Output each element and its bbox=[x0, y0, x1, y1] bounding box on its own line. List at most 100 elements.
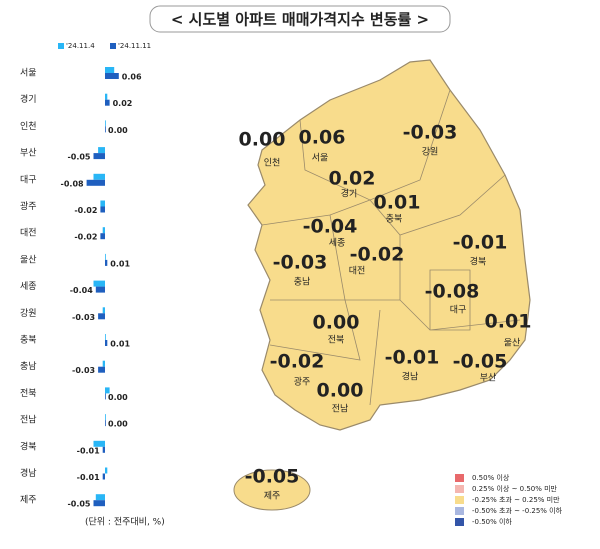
category-label: 전남 bbox=[20, 415, 37, 426]
map-region-name: 대전 bbox=[349, 266, 366, 277]
bar bbox=[98, 313, 105, 320]
map-value: -0.08 bbox=[425, 281, 480, 303]
value-label: -0.04 bbox=[70, 286, 93, 295]
category-label: 경남 bbox=[20, 467, 37, 479]
bar bbox=[105, 340, 108, 346]
map-legend-swatch bbox=[455, 507, 464, 515]
bar bbox=[105, 393, 106, 400]
bar bbox=[93, 153, 105, 160]
map-legend-swatch bbox=[455, 518, 464, 526]
value-label: -0.01 bbox=[77, 446, 100, 455]
value-label: 0.02 bbox=[113, 99, 133, 108]
map-value: 0.00 bbox=[317, 380, 364, 402]
map-legend-label: -0.50% 초과 ~ -0.25% 이하 bbox=[472, 506, 563, 515]
map-value: -0.05 bbox=[245, 466, 300, 488]
map-jeju bbox=[233, 469, 311, 511]
bar bbox=[105, 126, 106, 133]
bar bbox=[105, 67, 115, 73]
map-legend-swatch bbox=[455, 474, 464, 482]
value-label: -0.02 bbox=[74, 233, 97, 242]
bar bbox=[93, 440, 105, 447]
map-value: -0.03 bbox=[403, 122, 458, 144]
category-label: 전북 bbox=[20, 388, 37, 399]
map-region-name: 서울 bbox=[312, 153, 329, 164]
bar bbox=[100, 233, 105, 240]
bar bbox=[105, 93, 108, 100]
bar bbox=[102, 360, 105, 367]
value-label: -0.02 bbox=[74, 206, 97, 215]
category-label: 충북 bbox=[20, 335, 37, 346]
map-region-name: 전북 bbox=[328, 335, 345, 346]
map-region-name: 경남 bbox=[402, 371, 419, 383]
category-label: 경북 bbox=[20, 440, 37, 452]
map-value: -0.05 bbox=[453, 351, 508, 373]
value-label: -0.08 bbox=[61, 179, 84, 188]
category-label: 서울 bbox=[20, 68, 37, 79]
map-value: 0.00 bbox=[313, 312, 360, 334]
map-mainland bbox=[247, 59, 531, 431]
map-legend-swatch bbox=[455, 485, 464, 493]
legend-swatch bbox=[58, 43, 64, 49]
bar bbox=[105, 73, 119, 79]
map-value: -0.01 bbox=[453, 232, 508, 254]
map-value: 0.01 bbox=[374, 192, 421, 214]
map-region-name: 경기 bbox=[341, 188, 358, 200]
legend-label: '24.11.4 bbox=[66, 42, 95, 50]
category-label: 대전 bbox=[20, 228, 37, 239]
map-value: 0.00 bbox=[239, 129, 286, 151]
bar bbox=[105, 387, 110, 394]
value-label: -0.05 bbox=[67, 500, 90, 509]
bar bbox=[105, 420, 106, 427]
map-legend-label: -0.25% 초과 ~ 0.25% 미만 bbox=[472, 495, 560, 504]
value-label: 0.01 bbox=[110, 340, 130, 349]
chart-title: < 시도별 아파트 매매가격지수 변동률 > bbox=[171, 11, 429, 29]
map-region-name: 광주 bbox=[294, 376, 311, 388]
value-label: 0.00 bbox=[108, 126, 128, 135]
category-label: 세종 bbox=[20, 281, 37, 292]
value-label: -0.05 bbox=[67, 153, 90, 162]
category-label: 인천 bbox=[20, 121, 37, 132]
bar bbox=[86, 179, 105, 186]
map-value: 0.06 bbox=[299, 127, 346, 149]
map-region-name: 대구 bbox=[450, 305, 467, 316]
bar bbox=[93, 173, 105, 180]
map-value: 0.02 bbox=[329, 168, 376, 190]
map-region-name: 강원 bbox=[422, 147, 439, 158]
map-legend-label: -0.50% 이하 bbox=[472, 517, 512, 526]
bar bbox=[105, 120, 106, 127]
bar bbox=[105, 99, 110, 106]
map-value: -0.01 bbox=[385, 347, 440, 369]
map-value: -0.02 bbox=[350, 244, 405, 266]
value-label: -0.03 bbox=[72, 313, 95, 322]
map-value: -0.03 bbox=[273, 252, 328, 274]
value-label: -0.01 bbox=[77, 473, 100, 482]
map-region-name: 제주 bbox=[264, 491, 281, 502]
bar bbox=[105, 334, 106, 340]
value-label: -0.03 bbox=[72, 366, 95, 375]
legend-swatch bbox=[110, 43, 116, 49]
category-label: 경기 bbox=[20, 93, 37, 105]
map-region-name: 충남 bbox=[294, 277, 311, 288]
category-label: 울산 bbox=[20, 254, 37, 265]
category-label: 충남 bbox=[20, 361, 37, 372]
bar bbox=[102, 307, 105, 314]
bar bbox=[100, 206, 105, 213]
map-region-name: 충북 bbox=[386, 214, 403, 225]
bar bbox=[105, 414, 106, 421]
bar bbox=[98, 147, 105, 154]
map-value: -0.02 bbox=[270, 351, 325, 373]
category-label: 광주 bbox=[20, 200, 37, 212]
bar bbox=[102, 227, 105, 234]
value-label: 0.01 bbox=[110, 259, 130, 268]
bar bbox=[100, 200, 105, 207]
title-box bbox=[149, 5, 451, 33]
bar bbox=[93, 280, 105, 287]
bar bbox=[95, 286, 105, 293]
category-label: 제주 bbox=[20, 495, 37, 506]
map-value: 0.01 bbox=[485, 311, 532, 333]
bar bbox=[102, 446, 105, 453]
map-legend-swatch bbox=[455, 496, 464, 504]
bar bbox=[105, 253, 106, 260]
map-legend-label: 0.25% 이상 ~ 0.50% 미만 bbox=[472, 484, 558, 493]
